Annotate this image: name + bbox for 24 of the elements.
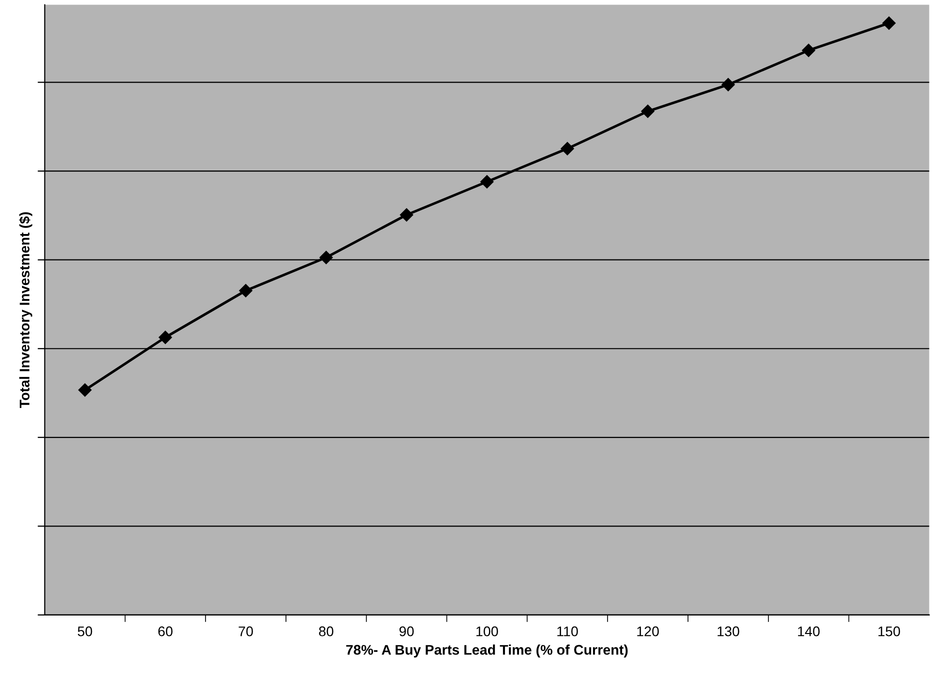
- x-tick-label: 110: [557, 626, 578, 636]
- x-tick-label: 50: [78, 626, 92, 636]
- x-tick-label: 150: [878, 626, 900, 636]
- x-tick-label: 60: [158, 626, 173, 636]
- x-tick-label: 80: [319, 626, 334, 636]
- point: [480, 175, 494, 188]
- y-axis-title: Total Inventory Investment ($): [19, 212, 32, 408]
- point: [158, 330, 172, 344]
- point: [641, 104, 654, 118]
- x-tick-label: 100: [476, 626, 498, 636]
- point: [882, 16, 896, 30]
- x-tick-label: 140: [798, 626, 820, 636]
- x-tick-label: 90: [399, 626, 414, 636]
- x-tick-label: 70: [238, 626, 253, 636]
- point: [78, 383, 92, 397]
- point: [722, 78, 735, 92]
- x-axis-title: 78%- A Buy Parts Lead Time (% of Current): [346, 644, 628, 658]
- x-tick-label: 120: [637, 626, 659, 636]
- point: [400, 208, 414, 222]
- point: [320, 250, 333, 264]
- point: [239, 284, 252, 298]
- point: [560, 142, 574, 156]
- x-tick-label: 130: [718, 626, 740, 636]
- point: [802, 44, 816, 57]
